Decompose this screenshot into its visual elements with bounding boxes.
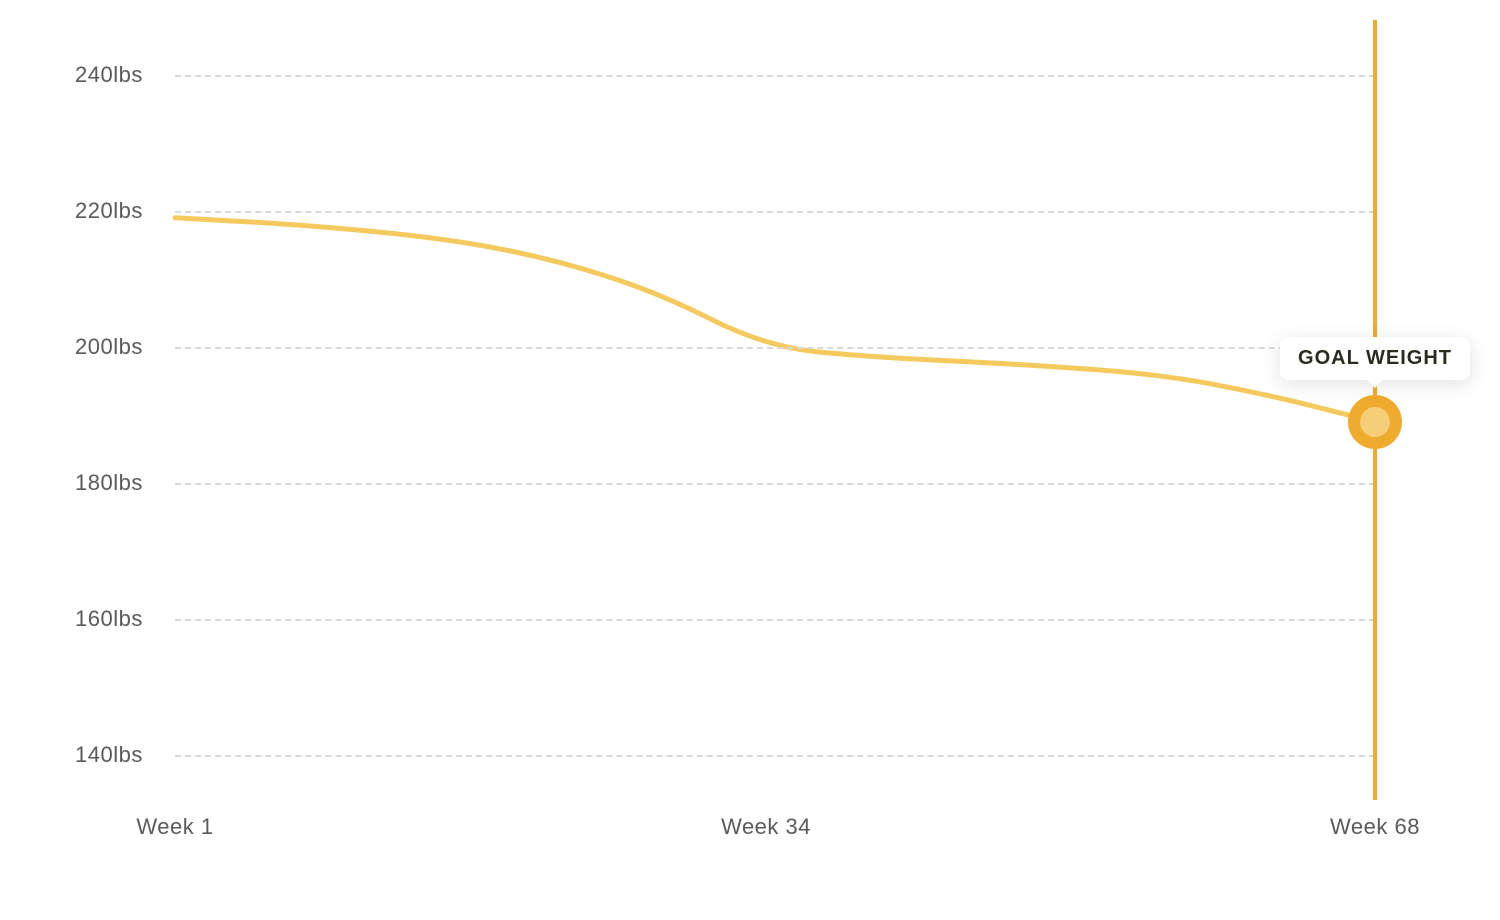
gridline — [175, 347, 1375, 349]
weight-line — [175, 218, 1375, 422]
chart-svg — [175, 40, 1375, 780]
gridline — [175, 211, 1375, 213]
y-tick-label: 200lbs — [75, 334, 165, 360]
y-tick-label: 240lbs — [75, 62, 165, 88]
x-tick-label: Week 1 — [136, 814, 213, 840]
plot-area: Week 1Week 34Week 68GOAL WEIGHT — [175, 40, 1375, 780]
y-tick-label: 160lbs — [75, 606, 165, 632]
gridline — [175, 75, 1375, 77]
gridline — [175, 755, 1375, 757]
y-tick-label: 180lbs — [75, 470, 165, 496]
x-tick-label: Week 34 — [721, 814, 811, 840]
gridline — [175, 619, 1375, 621]
goal-tooltip: GOAL WEIGHT — [1280, 337, 1470, 380]
gridline — [175, 483, 1375, 485]
weight-chart: Week 1Week 34Week 68GOAL WEIGHT 240lbs 22… — [75, 40, 1435, 880]
y-tick-label: 140lbs — [75, 742, 165, 768]
x-tick-label: Week 68 — [1330, 814, 1420, 840]
goal-marker-inner — [1360, 407, 1390, 437]
y-tick-label: 220lbs — [75, 198, 165, 224]
